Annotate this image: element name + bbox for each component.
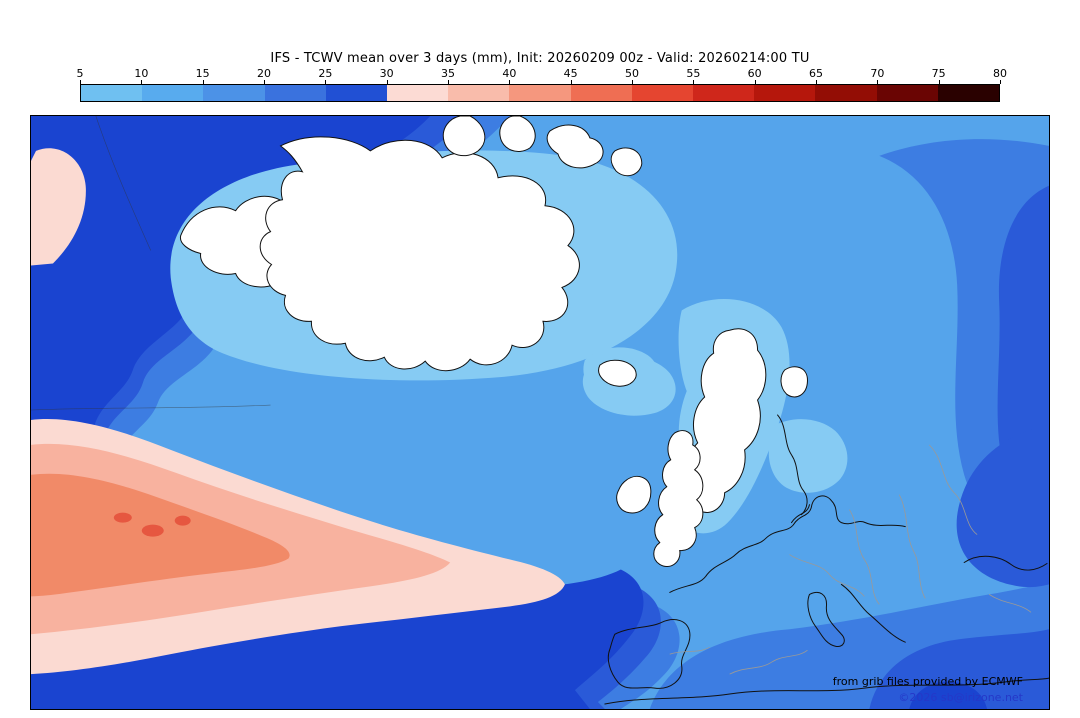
land-svalbard-2: [610, 147, 643, 177]
colorbar-segment: [937, 85, 1000, 101]
land-great-britain: [653, 430, 704, 568]
land-island-top-2: [499, 116, 536, 152]
colorbar-tick-label: 10: [134, 67, 149, 80]
colorbar-segment: [570, 85, 632, 101]
colorbar: 5 10 15 20 25 30 35 40 45 50 55 60 65 70 75 80: [76, 67, 1008, 102]
colorbar-tick-label: 50: [625, 67, 639, 80]
colorbar-tick-label: 35: [441, 67, 455, 80]
land-ireland: [616, 475, 652, 514]
land-island-top-1: [442, 116, 486, 157]
colorbar-tick-label: 45: [563, 67, 578, 80]
moisture-band: [31, 148, 565, 675]
ocean-right-bands: [649, 139, 1049, 709]
colorbar-segment: [448, 85, 510, 101]
colorbar-tick-label: 80: [993, 67, 1007, 80]
copyright-credit[interactable]: ©2026 sb@irizone.net: [898, 691, 1023, 704]
colorbar-segment: [387, 85, 449, 101]
colorbar-segment: [325, 85, 388, 101]
colorbar-segment: [876, 85, 938, 101]
page-title: IFS - TCWV mean over 3 days (mm), Init: …: [270, 51, 810, 66]
colorbar-segment: [142, 85, 204, 101]
colorbar-segment: [264, 85, 326, 101]
colorbar-segment: [509, 85, 571, 101]
colorbar-tick-label: 65: [809, 67, 823, 80]
colorbar-tick-label: 30: [379, 67, 394, 80]
colorbar-segment: [815, 85, 877, 101]
colorbar-tick-label: 55: [686, 67, 701, 80]
graticule-lines: [31, 116, 271, 411]
land-iceland: [598, 359, 637, 387]
map: from grib files provided by ECMWF ©2026 …: [30, 115, 1050, 710]
colorbar-labels: 5 10 15 20 25 30 35 40 45 50 55 60 65 70 75 80: [76, 67, 1008, 80]
land-masses: [180, 116, 808, 568]
colorbar-tick-label: 40: [502, 67, 517, 80]
land-scandinavia-east: [780, 366, 808, 398]
colorbar-segment: [693, 85, 755, 101]
colorbar-bar: [80, 84, 1000, 102]
provider-credit: from grib files provided by ECMWF: [832, 675, 1023, 688]
contour-map-svg: [31, 116, 1049, 709]
colorbar-segment: [203, 85, 265, 101]
colorbar-tick-label: 20: [257, 67, 271, 80]
colorbar-tick-label: 25: [318, 67, 333, 80]
land-greenland: [259, 136, 580, 372]
colorbar-tick-label: 15: [195, 67, 210, 80]
colorbar-segment: [754, 85, 816, 101]
colorbar-tick-label: 70: [870, 67, 885, 80]
coastlines-europe: [604, 414, 1049, 705]
colorbar-segment: [631, 85, 694, 101]
colorbar-tick-label: 75: [931, 67, 946, 80]
land-svalbard-1: [546, 124, 604, 169]
colorbar-tick-label: 5: [76, 67, 84, 80]
colorbar-tick-label: 60: [747, 67, 762, 80]
colorbar-ticks: [80, 80, 1001, 84]
country-borders: [669, 444, 1032, 675]
colorbar-segment: [81, 85, 143, 101]
